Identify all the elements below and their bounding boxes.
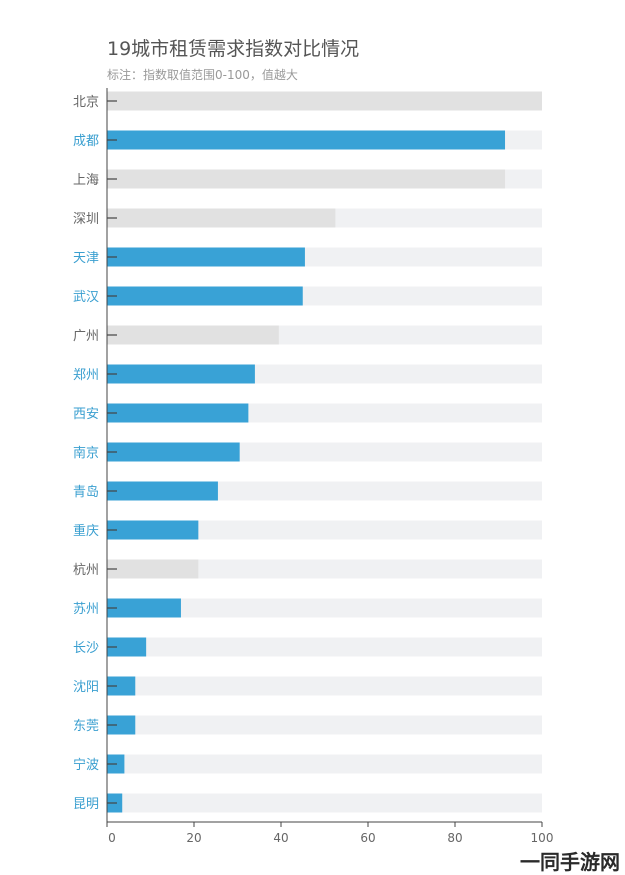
category-label: 苏州 [73, 601, 99, 617]
bar [107, 325, 279, 345]
bar [107, 91, 542, 111]
category-label: 西安 [73, 407, 99, 422]
bar [107, 481, 218, 501]
category-label: 北京 [73, 95, 99, 110]
x-tick-label: 40 [273, 831, 288, 845]
bar [107, 247, 305, 267]
bar-track [107, 715, 542, 735]
bar-track [107, 520, 542, 540]
category-label: 武汉 [73, 290, 99, 305]
chart-title: 19城市租赁需求指数对比情况 [107, 38, 360, 60]
category-label: 深圳 [73, 212, 99, 227]
category-label: 东莞 [73, 719, 99, 734]
bar-track [107, 637, 542, 657]
bar [107, 637, 147, 657]
bar [107, 559, 199, 579]
x-tick-label: 80 [447, 831, 462, 845]
category-label: 广州 [73, 329, 99, 344]
bar [107, 208, 336, 228]
category-label: 昆明 [73, 797, 99, 812]
category-label: 青岛 [73, 484, 99, 500]
category-label: 天津 [73, 251, 99, 266]
chart-subtitle: 标注：指数取值范围0-100，值越大 [107, 68, 298, 82]
category-label: 宁波 [73, 757, 99, 773]
x-tick-label: 100 [531, 831, 554, 845]
bar [107, 130, 506, 150]
category-label: 长沙 [73, 641, 99, 656]
bar [107, 286, 303, 306]
bar-track [107, 676, 542, 696]
x-tick-label: 0 [108, 831, 116, 845]
x-tick-label: 20 [186, 831, 201, 845]
bar-track [107, 754, 542, 774]
bar [107, 442, 240, 462]
bar-track [107, 559, 542, 579]
category-label: 成都 [73, 134, 99, 149]
bar [107, 520, 199, 540]
bar [107, 676, 136, 696]
watermark-text: 一同手游网 [520, 850, 620, 874]
x-tick-label: 60 [360, 831, 375, 845]
category-label: 沈阳 [73, 680, 99, 695]
category-label: 郑州 [73, 368, 99, 383]
bar [107, 403, 249, 423]
category-label: 杭州 [73, 563, 99, 578]
bar-track [107, 598, 542, 618]
bar [107, 169, 506, 189]
bar-track [107, 793, 542, 813]
bar [107, 715, 136, 735]
bar [107, 364, 255, 384]
bar [107, 598, 181, 618]
category-label: 南京 [73, 445, 99, 461]
category-label: 重庆 [73, 523, 99, 539]
category-label: 上海 [73, 173, 99, 188]
